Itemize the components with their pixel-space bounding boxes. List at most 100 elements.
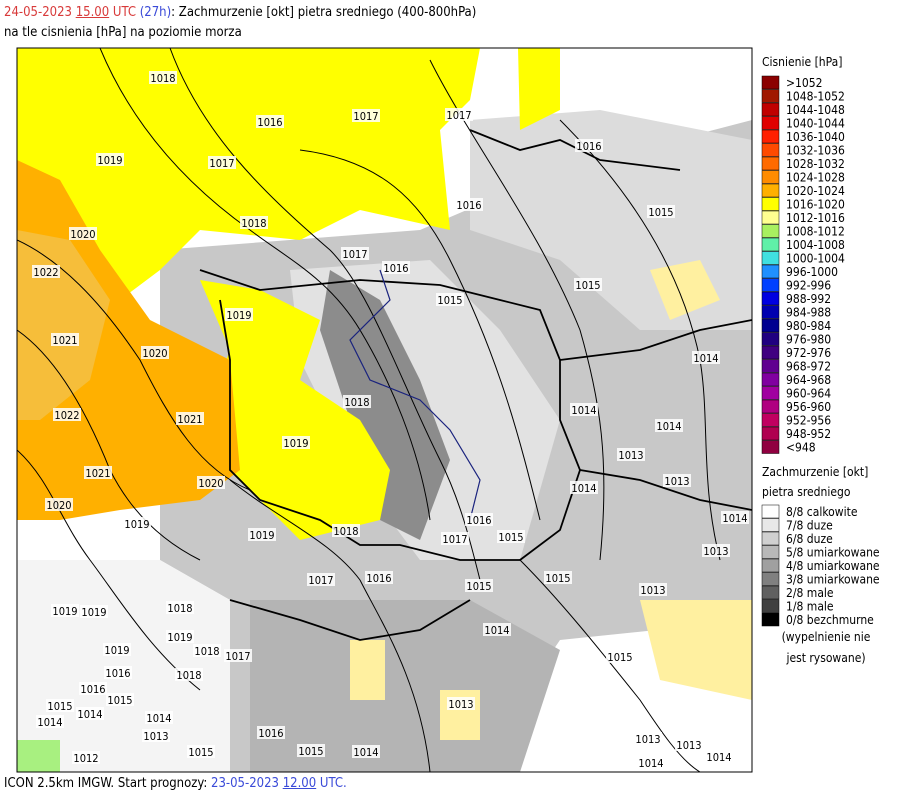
isobar-label: 1019 [283, 437, 308, 450]
isobar-label-bg [256, 115, 284, 128]
isobar-label: 1019 [124, 518, 149, 531]
isobar-label-bg [225, 308, 253, 321]
isobar-label: 1016 [383, 262, 408, 275]
legend-swatch [761, 531, 780, 546]
isobar-label: 1017 [353, 110, 378, 123]
isobar-label: 1015 [607, 651, 632, 664]
legend-label: 952-956 [786, 414, 831, 428]
isobar-label: 1014 [146, 712, 171, 725]
subtitle: na tle cisnienia [hPa] na poziomie morza [4, 25, 242, 40]
legend-swatch [761, 545, 780, 559]
isobar-label-bg [69, 227, 97, 240]
pressure-legend-title: Cisnienie [hPa] [762, 55, 842, 69]
isobar-label-bg [142, 729, 170, 742]
isobar-label: 1017 [446, 109, 471, 122]
legend-label: 6/8 duze [786, 532, 833, 546]
isobar-label-bg [84, 466, 112, 479]
legend-swatch [761, 440, 780, 454]
isobar-label: 1017 [209, 157, 234, 170]
isobar-label: 1019 [167, 631, 192, 644]
isobar-label-bg [575, 139, 603, 152]
isobar-label-bg [193, 644, 221, 657]
isobar-label: 1018 [150, 72, 175, 85]
isobar-label-bg [257, 726, 285, 739]
legend-label: 1032-1036 [786, 144, 845, 158]
isobar-label-bg [76, 707, 104, 720]
isobar-label-bg [175, 668, 203, 681]
legend-swatch [761, 89, 780, 103]
isobar-label: 1016 [80, 683, 105, 696]
isobar-label-bg [675, 738, 703, 751]
isobar-label-bg [106, 693, 134, 706]
legend-label: 992-996 [786, 279, 831, 293]
isobar-label: 1015 [575, 279, 600, 292]
isobar-label: 1016 [258, 727, 283, 740]
legend-swatch [761, 305, 780, 319]
isobar-label: 1018 [176, 669, 201, 682]
legend-swatch [761, 318, 780, 333]
legend-label: 3/8 umiarkowane [786, 573, 880, 587]
isobar-label-bg [149, 71, 177, 84]
footer-start-date: 23-05-2023 [211, 776, 279, 791]
isobar-label: 1018 [241, 217, 266, 230]
legend-label: 1044-1048 [786, 103, 845, 117]
isobar-label: 1014 [722, 512, 747, 525]
isobar-label-bg [141, 346, 169, 359]
isobar-label-bg [297, 744, 325, 757]
isobar-label-bg [197, 476, 225, 489]
isobar-label-bg [637, 756, 665, 769]
legend-swatch [761, 75, 780, 90]
isobar-label-bg [352, 109, 380, 122]
isobar-label: 1019 [97, 154, 122, 167]
isobar-label: 1018 [344, 396, 369, 409]
isobar-label: 1015 [107, 694, 132, 707]
legend-label: 968-972 [786, 360, 831, 374]
legend-swatch [761, 518, 780, 532]
isobar-label-bg [123, 517, 151, 530]
legend-label: 996-1000 [786, 265, 838, 279]
isobar-label: 1013 [640, 584, 665, 597]
map-field [17, 48, 752, 772]
legend-label: 1008-1012 [786, 225, 845, 239]
isobar-label-bg [51, 333, 79, 346]
legend-label: 988-992 [786, 292, 831, 306]
legend-label: 948-952 [786, 427, 831, 441]
legend-label: 1020-1024 [786, 184, 845, 198]
legend-label: 956-960 [786, 400, 831, 414]
legend-note: (wypelnienie nie [782, 630, 871, 644]
legend-swatch [761, 372, 780, 387]
isobar-label: 1014 [484, 624, 509, 637]
isobar-label-bg [103, 643, 131, 656]
isobar-label-bg [702, 544, 730, 557]
valid-timezone: UTC [112, 5, 137, 20]
legend-label: 1004-1008 [786, 238, 845, 252]
legend-swatch [761, 504, 780, 519]
legend-label: 980-984 [786, 319, 831, 333]
isobar-label: 1021 [85, 467, 110, 480]
isobar-label: 1022 [54, 409, 79, 422]
isobar-label-bg [176, 412, 204, 425]
isobar-label: 1016 [576, 140, 601, 153]
isobar-label: 1019 [52, 605, 77, 618]
isobar-label-bg [51, 604, 79, 617]
legend-label: 1024-1028 [786, 171, 845, 185]
legend-swatch [761, 102, 780, 117]
isobar-label: 1013 [448, 698, 473, 711]
isobar-label-bg [332, 524, 360, 537]
legend-label: >1052 [786, 76, 823, 90]
isobar-label-bg [617, 448, 645, 461]
legend-swatch [761, 599, 780, 613]
legend-swatch [761, 264, 780, 279]
isobar-label-bg [341, 247, 369, 260]
footer-model: ICON 2.5km IMGW. Start prognozy: [4, 776, 208, 791]
isobar-label: 1015 [298, 745, 323, 758]
isobar-label: 1013 [618, 449, 643, 462]
legend-swatch [761, 332, 780, 346]
isobar-label-bg [663, 474, 691, 487]
isobar-label: 1018 [333, 525, 358, 538]
legend-swatch [761, 197, 780, 211]
valid-date: 24-05-2023 [4, 5, 72, 20]
legend-swatch [761, 413, 780, 427]
